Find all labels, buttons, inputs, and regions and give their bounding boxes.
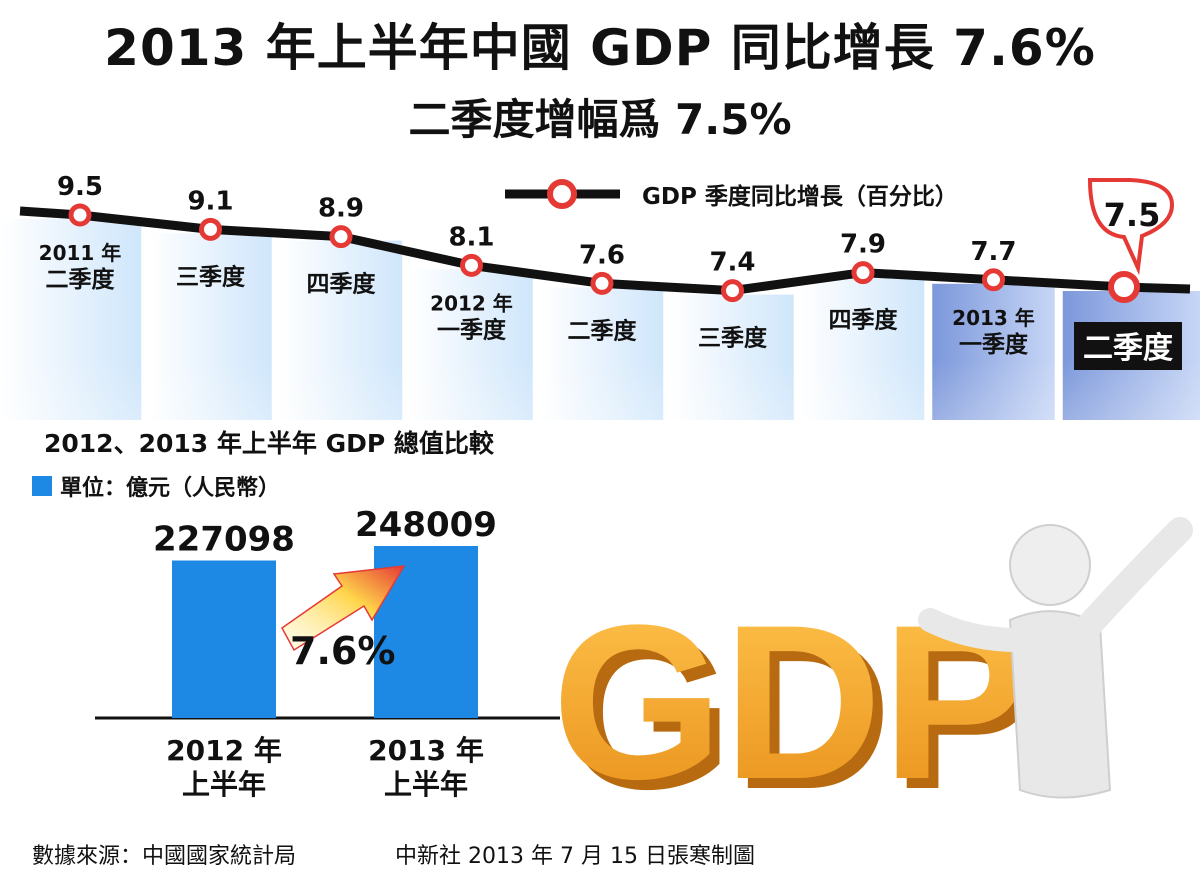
- category-label: 三季度: [176, 263, 246, 290]
- value-label: 7.9: [840, 230, 886, 260]
- gdp-illustration: GDP GDP: [552, 517, 1193, 835]
- category-label-highlight: 二季度: [1083, 331, 1173, 366]
- chart-title: 2013 年上半年中國 GDP 同比增長 7.6%: [104, 19, 1096, 77]
- legend-marker: [547, 179, 577, 209]
- line-point: [721, 279, 744, 303]
- chart-subtitle: 二季度增幅爲 7.5%: [408, 95, 792, 144]
- value-label: 8.1: [448, 222, 494, 252]
- category-label: 四季度: [829, 307, 899, 334]
- highlight-label-box: [1074, 322, 1182, 370]
- line-point: [460, 253, 483, 277]
- line-point: [1108, 271, 1140, 303]
- line-point: [199, 217, 222, 241]
- bar: [172, 560, 276, 718]
- category-label: 二季度: [568, 317, 638, 344]
- category-label: 一季度: [959, 331, 1029, 358]
- line-legend: GDP 季度同比增長（百分比）: [505, 179, 958, 210]
- credit-note: 中新社 2013 年 7 月 15 日張寒制圖: [395, 844, 755, 869]
- line-point: [982, 268, 1005, 292]
- bar-category-label: 2012 年: [166, 734, 282, 767]
- value-label: 8.9: [318, 194, 364, 224]
- bar-category-label: 上半年: [182, 768, 266, 801]
- value-label: 9.1: [187, 186, 233, 216]
- category-label: 三季度: [698, 325, 768, 352]
- source-note: 數據來源：中國國家統計局: [32, 844, 297, 869]
- category-label: 2012 年: [430, 291, 513, 315]
- line-point: [590, 271, 614, 295]
- value-label: 7.7: [970, 237, 1016, 267]
- line-point: [329, 225, 353, 249]
- bar-value-label: 227098: [153, 520, 295, 560]
- growth-arrow: [281, 565, 406, 652]
- legend-label: GDP 季度同比增長（百分比）: [642, 183, 958, 210]
- value-label: 7.4: [709, 248, 755, 278]
- line-point: [851, 261, 875, 285]
- value-label: 9.5: [57, 172, 103, 202]
- gdp-text: GDP: [552, 579, 1029, 825]
- category-label: 二季度: [46, 266, 116, 293]
- bar-value-label: 248009: [355, 505, 497, 545]
- category-label: 2013 年: [952, 306, 1035, 330]
- unit-swatch: [32, 476, 52, 496]
- category-label: 一季度: [437, 316, 507, 343]
- bar-unit-legend: 單位：億元（人民幣）: [32, 470, 280, 502]
- highlight-callout: 7.5 二季度: [1074, 178, 1182, 370]
- line-point: [68, 203, 92, 227]
- value-label: 7.6: [579, 240, 625, 270]
- bar-category-label: 2013 年: [368, 734, 484, 767]
- bar-category-label: 上半年: [384, 768, 468, 801]
- growth-label: 7.6%: [290, 629, 395, 673]
- callout-bubble: [1087, 178, 1175, 276]
- unit-label: 單位：億元（人民幣）: [60, 476, 281, 501]
- bar-chart-title: 2012、2013 年上半年 GDP 總值比較: [44, 429, 494, 458]
- category-label: 2011 年: [39, 241, 122, 265]
- value-label-highlight: 7.5: [1104, 196, 1161, 234]
- category-label: 四季度: [307, 271, 377, 298]
- figure-icon: [918, 517, 1193, 799]
